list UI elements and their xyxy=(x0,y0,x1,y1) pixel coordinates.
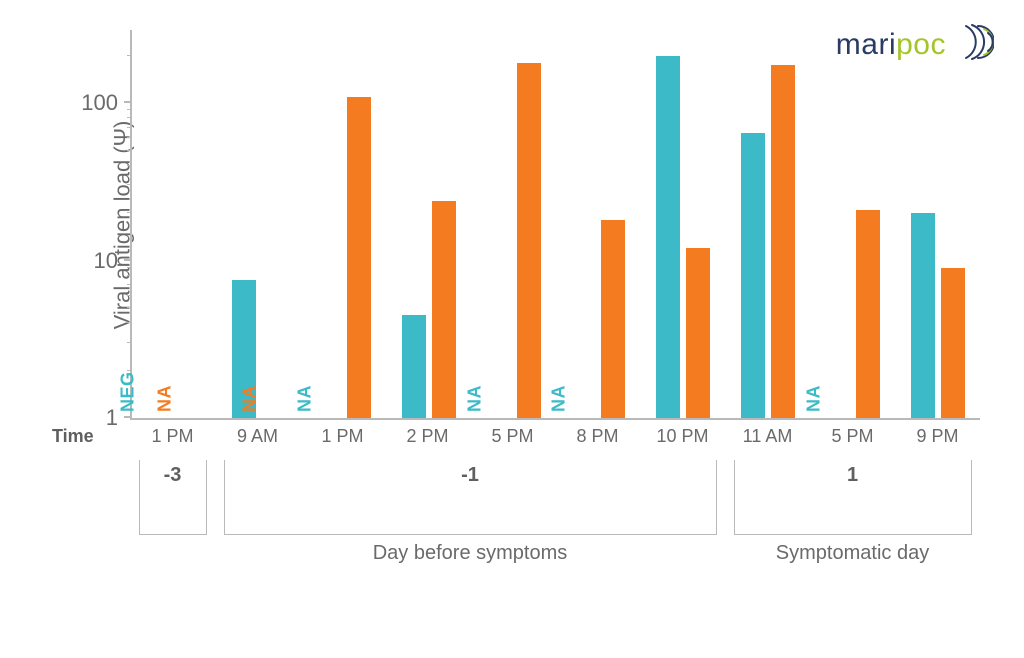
x-tick-label: 1 PM xyxy=(130,426,215,447)
timepoint-slot xyxy=(641,30,726,418)
timepoint-slot xyxy=(895,30,980,418)
timepoint-slot xyxy=(386,30,471,418)
bar-teal xyxy=(911,213,935,418)
x-tick-label: 1 PM xyxy=(300,426,385,447)
x-tick-label: 8 PM xyxy=(555,426,640,447)
day-group-number: -3 xyxy=(164,464,182,487)
plot-area: 110100 NEGNANANANANANA xyxy=(130,30,980,420)
day-group: 1Symptomatic day xyxy=(734,460,972,535)
timepoint-slot: NA xyxy=(217,30,302,418)
flag-na: NA xyxy=(294,385,315,412)
flag-na: NA xyxy=(464,385,485,412)
bar-orange xyxy=(517,63,541,418)
y-tick-label: 100 xyxy=(74,90,118,116)
timepoint-slot: NEGNA xyxy=(132,30,217,418)
timepoint-slot: NA xyxy=(810,30,895,418)
x-tick-label: 5 PM xyxy=(810,426,895,447)
flag-na: NA xyxy=(803,385,824,412)
y-tick-label: 10 xyxy=(74,248,118,274)
y-tick-major xyxy=(124,416,132,418)
bar-teal xyxy=(402,315,426,418)
flag-na: NA xyxy=(155,385,176,412)
x-tick-label: 10 PM xyxy=(640,426,725,447)
timepoint-slot: NA xyxy=(556,30,641,418)
x-tick-label: 11 AM xyxy=(725,426,810,447)
y-tick-major xyxy=(124,259,132,261)
bar-orange xyxy=(347,97,371,418)
day-group-label: Symptomatic day xyxy=(776,542,929,565)
timepoint-slot: NA xyxy=(471,30,556,418)
y-tick-major xyxy=(124,101,132,103)
viral-load-chart: Viral antigen load (Ψ) 110100 NEGNANANAN… xyxy=(100,30,980,420)
day-group-label: Day before symptoms xyxy=(373,542,568,565)
x-axis: 1 PM9 AM1 PM2 PM5 PM8 PM10 PM11 AM5 PM9 … xyxy=(130,420,980,447)
x-tick-label: 9 AM xyxy=(215,426,300,447)
bar-orange xyxy=(601,220,625,418)
bar-teal xyxy=(656,56,680,418)
timepoint-slot: NA xyxy=(302,30,387,418)
time-row-label: Time xyxy=(52,426,94,447)
x-tick-label: 9 PM xyxy=(895,426,980,447)
x-tick-label: 5 PM xyxy=(470,426,555,447)
flag-na: NA xyxy=(240,385,261,412)
bar-orange xyxy=(686,248,710,418)
bar-orange xyxy=(432,201,456,418)
x-tick-label: 2 PM xyxy=(385,426,470,447)
flag-neg: NEG xyxy=(118,371,139,412)
day-group-number: 1 xyxy=(847,464,858,487)
bar-orange xyxy=(941,268,965,418)
day-group-number: -1 xyxy=(461,464,479,487)
bar-orange xyxy=(856,210,880,418)
day-group: -1Day before symptoms xyxy=(224,460,717,535)
bar-orange xyxy=(771,65,795,418)
timepoint-slot xyxy=(726,30,811,418)
day-group: -3 xyxy=(139,460,207,535)
flag-na: NA xyxy=(549,385,570,412)
bar-teal xyxy=(741,133,765,418)
